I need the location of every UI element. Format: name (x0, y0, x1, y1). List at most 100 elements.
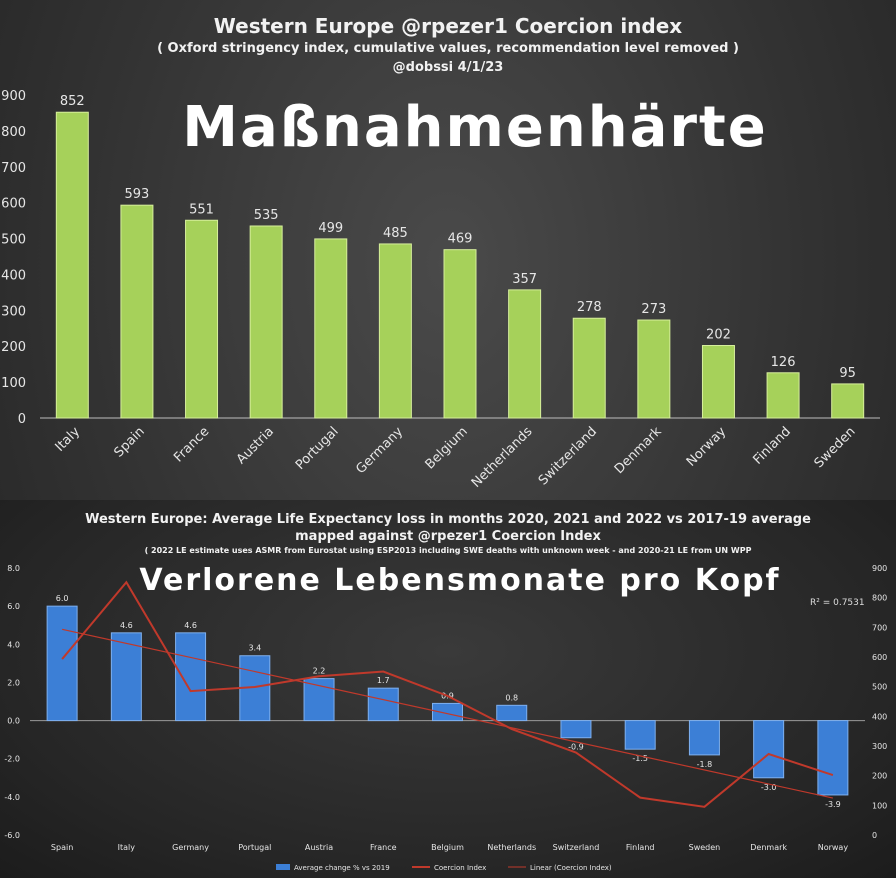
data-label: 852 (60, 94, 85, 109)
bar (688, 720, 720, 756)
x-tick-label: Spain (111, 424, 147, 460)
bar (175, 632, 207, 722)
bar (46, 605, 78, 722)
y-tick-label: 900 (1, 89, 26, 104)
data-label: 357 (512, 272, 537, 287)
data-label: 273 (641, 302, 666, 317)
data-label: -1.5 (632, 754, 648, 763)
coercion-index-chart: Western Europe @rpezer1 Coercion index (… (1, 14, 880, 491)
data-label: -3.0 (761, 783, 777, 792)
x-tick-label: Finland (750, 424, 793, 467)
left-y-tick-label: 6.0 (7, 602, 20, 611)
coercion-index-line (61, 580, 834, 808)
bar (766, 372, 800, 419)
x-tick-label: Belgium (431, 843, 464, 852)
data-label: 551 (189, 202, 214, 217)
legend-label: Average change % vs 2019 (294, 864, 390, 872)
y-tick-label: 0 (18, 412, 26, 427)
x-tick-label: Denmark (612, 424, 665, 477)
x-tick-label: Norway (818, 843, 849, 852)
left-y-tick-label: 4.0 (7, 640, 20, 649)
bar (378, 243, 412, 419)
right-y-tick-label: 300 (872, 742, 887, 751)
bar (443, 249, 477, 419)
right-y-tick-label: 800 (872, 594, 887, 603)
data-label: 6.0 (56, 594, 69, 603)
right-y-tick-label: 500 (872, 683, 887, 692)
data-label: 1.7 (377, 676, 390, 685)
overlay-heading: Maßnahmenhärte (182, 95, 768, 160)
y-tick-label: 800 (1, 125, 26, 140)
data-label: 593 (125, 187, 150, 202)
data-label: -3.9 (825, 800, 841, 809)
chart-subtitle: ( Oxford stringency index, cumulative va… (157, 41, 739, 56)
bar (701, 345, 735, 419)
data-label: 126 (771, 355, 796, 370)
left-y-tick-label: -2.0 (4, 755, 20, 764)
bar (120, 204, 154, 419)
bar (367, 687, 399, 722)
chart-subtitle: mapped against @rpezer1 Coercion Index (295, 529, 601, 544)
bar (303, 678, 335, 722)
x-tick-label: Portugal (293, 424, 342, 473)
x-tick-label: Germany (353, 424, 406, 477)
right-y-tick-label: 200 (872, 772, 887, 781)
x-tick-label: Denmark (750, 843, 787, 852)
left-y-tick-label: 8.0 (7, 564, 20, 573)
r-squared-label: R² = 0.7531 (810, 598, 865, 608)
data-label: -1.8 (697, 760, 713, 769)
right-y-tick-label: 600 (872, 653, 887, 662)
x-tick-label: Germany (172, 843, 209, 852)
linear-trend-line (61, 628, 834, 799)
x-tick-label: Portugal (238, 843, 271, 852)
legend-label: Linear (Coercion Index) (530, 864, 612, 872)
x-tick-label: Netherlands (487, 843, 536, 852)
life-expectancy-plot: -6.0 -4.0 -2.0 0.0 2.0 4.0 6.0 8.0 0 100 200 300 400… (4, 564, 887, 872)
right-y-tick-label: 900 (872, 564, 887, 573)
right-y-tick-label: 100 (872, 801, 887, 810)
data-label: 4.6 (120, 621, 133, 630)
right-y-tick-label: 400 (872, 712, 887, 721)
data-label: 202 (706, 328, 731, 343)
data-label: 3.4 (248, 644, 261, 653)
data-label: 2.2 (313, 667, 326, 676)
x-tick-label: Netherlands (469, 424, 536, 491)
left-y-tick-label: -6.0 (4, 831, 20, 840)
x-tick-label: Austria (305, 843, 333, 852)
left-y-tick-label: -4.0 (4, 793, 20, 802)
left-y-tick-label: 0.0 (7, 717, 20, 726)
data-label: 535 (254, 208, 279, 223)
bar (249, 225, 283, 419)
bar (55, 111, 89, 419)
y-tick-label: 200 (1, 340, 26, 355)
x-tick-label: Norway (684, 424, 730, 470)
bar (432, 702, 463, 722)
legend-label: Coercion Index (434, 864, 486, 872)
legend-swatch-bars (276, 864, 290, 870)
bar (185, 219, 219, 419)
x-tick-label: Switzerland (553, 843, 600, 852)
bar (753, 720, 785, 779)
y-tick-label: 300 (1, 304, 26, 319)
x-tick-label: Sweden (689, 843, 721, 852)
y-tick-label: 400 (1, 268, 26, 283)
bar (817, 720, 849, 796)
bar (831, 383, 865, 419)
chart-title: Western Europe @rpezer1 Coercion index (213, 14, 683, 38)
life-expectancy-chart: Western Europe: Average Life Expectancy … (0, 500, 896, 878)
y-tick-label: 500 (1, 233, 26, 248)
bar (637, 319, 671, 419)
x-tick-label: Austria (234, 424, 277, 467)
bar (624, 720, 656, 750)
right-y-tick-label: 0 (872, 831, 877, 840)
x-tick-label: Italy (53, 424, 84, 455)
overlay-heading: Verlorene Lebensmonate pro Kopf (139, 563, 781, 598)
data-label: 469 (448, 232, 473, 247)
data-label: 95 (839, 366, 856, 381)
chart-credit: @dobssi 4/1/23 (392, 60, 504, 75)
x-tick-label: France (370, 843, 397, 852)
bar (314, 238, 348, 419)
data-label: -0.9 (568, 743, 584, 752)
x-tick-label: Spain (51, 843, 73, 852)
x-tick-label: Belgium (423, 424, 471, 472)
